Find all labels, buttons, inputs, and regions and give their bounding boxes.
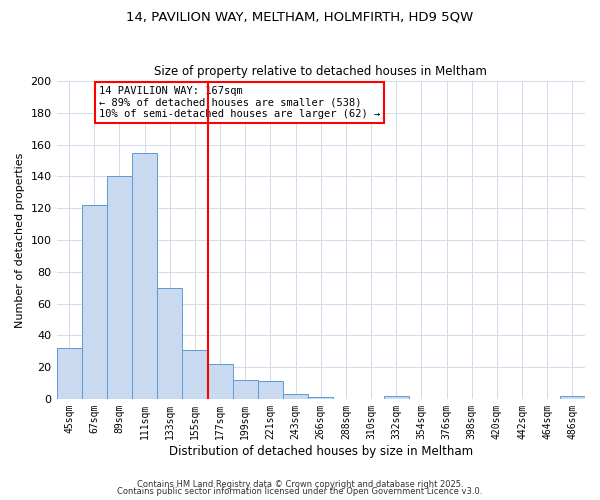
Bar bbox=[233, 380, 258, 399]
Bar bbox=[182, 350, 208, 399]
Text: Contains HM Land Registry data © Crown copyright and database right 2025.: Contains HM Land Registry data © Crown c… bbox=[137, 480, 463, 489]
Y-axis label: Number of detached properties: Number of detached properties bbox=[15, 152, 25, 328]
Title: Size of property relative to detached houses in Meltham: Size of property relative to detached ho… bbox=[154, 66, 487, 78]
Bar bbox=[157, 288, 182, 399]
Bar bbox=[107, 176, 132, 399]
Text: 14, PAVILION WAY, MELTHAM, HOLMFIRTH, HD9 5QW: 14, PAVILION WAY, MELTHAM, HOLMFIRTH, HD… bbox=[127, 10, 473, 23]
Bar bbox=[208, 364, 233, 399]
Bar bbox=[82, 205, 107, 399]
Bar bbox=[56, 348, 82, 399]
Bar bbox=[258, 382, 283, 399]
Bar bbox=[383, 396, 409, 399]
Bar bbox=[308, 397, 334, 399]
Bar bbox=[283, 394, 308, 399]
Text: 14 PAVILION WAY: 167sqm
← 89% of detached houses are smaller (538)
10% of semi-d: 14 PAVILION WAY: 167sqm ← 89% of detache… bbox=[99, 86, 380, 119]
Bar bbox=[560, 396, 585, 399]
Bar bbox=[132, 152, 157, 399]
X-axis label: Distribution of detached houses by size in Meltham: Distribution of detached houses by size … bbox=[169, 444, 473, 458]
Text: Contains public sector information licensed under the Open Government Licence v3: Contains public sector information licen… bbox=[118, 487, 482, 496]
